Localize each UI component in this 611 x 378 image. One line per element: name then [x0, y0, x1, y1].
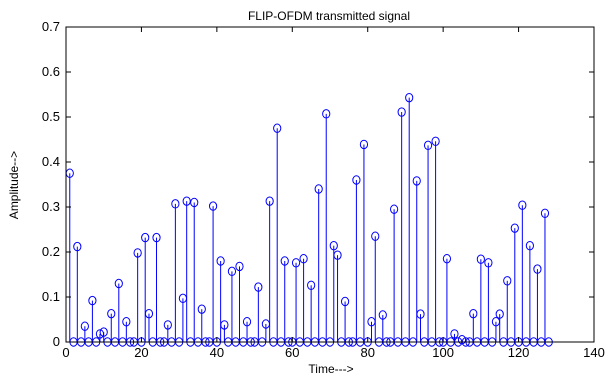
stem-marker: [299, 254, 308, 264]
stem-marker: [525, 241, 534, 251]
stem-marker: [431, 136, 440, 147]
stem-marker: [227, 266, 237, 277]
stem-marker: [114, 278, 123, 289]
y-tick-label: 0: [53, 334, 60, 349]
stem-marker: [371, 231, 380, 241]
chart-title: FLIP-OFDM transmitted signal: [248, 9, 410, 23]
stem-marker: [190, 197, 199, 208]
stem-marker: [122, 317, 131, 327]
stem-marker: [171, 199, 180, 209]
ticks-layer: 0 20 40 60 80 100 120 140 0 0.1 0.2 0.3 0.4 0.5 0.6 0.7: [42, 19, 605, 360]
stem-marker: [540, 208, 550, 219]
stem-marker: [208, 201, 218, 211]
stem-marker: [133, 248, 142, 258]
stems-layer: [65, 92, 553, 347]
stem-marker: [352, 175, 361, 185]
y-tick-label: 0.6: [42, 64, 60, 79]
stem-marker: [450, 329, 459, 339]
stem-marker: [291, 258, 301, 268]
y-tick-label: 0.4: [42, 154, 60, 169]
y-tick-label: 0.5: [42, 109, 60, 124]
stem-marker: [88, 295, 97, 306]
x-tick-label: 140: [583, 345, 605, 360]
stem-marker: [510, 223, 519, 233]
x-axis-label: Time--->: [308, 362, 353, 376]
stem-marker: [152, 232, 161, 243]
stem-marker: [314, 184, 323, 194]
stem-marker: [469, 308, 478, 319]
stem-marker: [242, 317, 252, 327]
stem-marker: [107, 308, 116, 319]
stem-marker: [390, 204, 399, 214]
stem-marker: [416, 309, 425, 319]
stem-marker: [235, 261, 244, 272]
stem-marker: [73, 241, 82, 252]
x-tick-label: 100: [432, 345, 454, 360]
stem-marker: [423, 140, 433, 151]
stem-marker: [533, 264, 542, 274]
x-tick-label: 20: [134, 345, 148, 360]
stem-marker: [405, 92, 414, 103]
stem-marker: [220, 320, 229, 330]
x-tick-label: 120: [508, 345, 530, 360]
stem-marker: [99, 327, 108, 337]
stem-marker: [265, 196, 274, 206]
stem-marker: [503, 276, 512, 286]
stem-marker: [182, 196, 191, 206]
stem-marker: [476, 254, 485, 264]
y-axis-label: Amplitude-->: [7, 151, 21, 219]
y-tick-label: 0.7: [42, 19, 60, 34]
stem-marker: [273, 123, 282, 133]
x-tick-label: 40: [210, 345, 224, 360]
stem-marker: [495, 309, 504, 319]
stem-marker: [397, 107, 406, 117]
stem-marker: [412, 176, 421, 186]
x-tick-label: 60: [285, 345, 299, 360]
stem-marker: [280, 256, 289, 266]
stem-marker: [307, 280, 316, 290]
x-tick-label: 0: [62, 345, 69, 360]
stem-marker: [442, 254, 452, 264]
stem-marker: [329, 241, 338, 251]
stem-marker: [333, 250, 342, 260]
x-tick-label: 80: [360, 345, 374, 360]
stem-marker: [340, 296, 350, 307]
stem-marker: [80, 321, 89, 331]
y-tick-label: 0.2: [42, 244, 60, 259]
stem-marker: [144, 308, 154, 319]
plot-area-frame: [65, 26, 595, 343]
stem-marker: [216, 256, 225, 266]
stem-marker: [378, 310, 387, 320]
stem-marker: [484, 258, 493, 268]
y-tick-label: 0.3: [42, 199, 60, 214]
stem-marker: [359, 139, 369, 150]
stem-marker: [197, 304, 206, 314]
stem-marker: [254, 282, 263, 292]
y-tick-label: 0.1: [42, 289, 60, 304]
stem-marker: [457, 335, 467, 345]
stem-marker: [141, 232, 150, 243]
stem-marker: [322, 109, 331, 119]
stem-marker: [518, 200, 527, 210]
stem-marker: [163, 320, 172, 330]
